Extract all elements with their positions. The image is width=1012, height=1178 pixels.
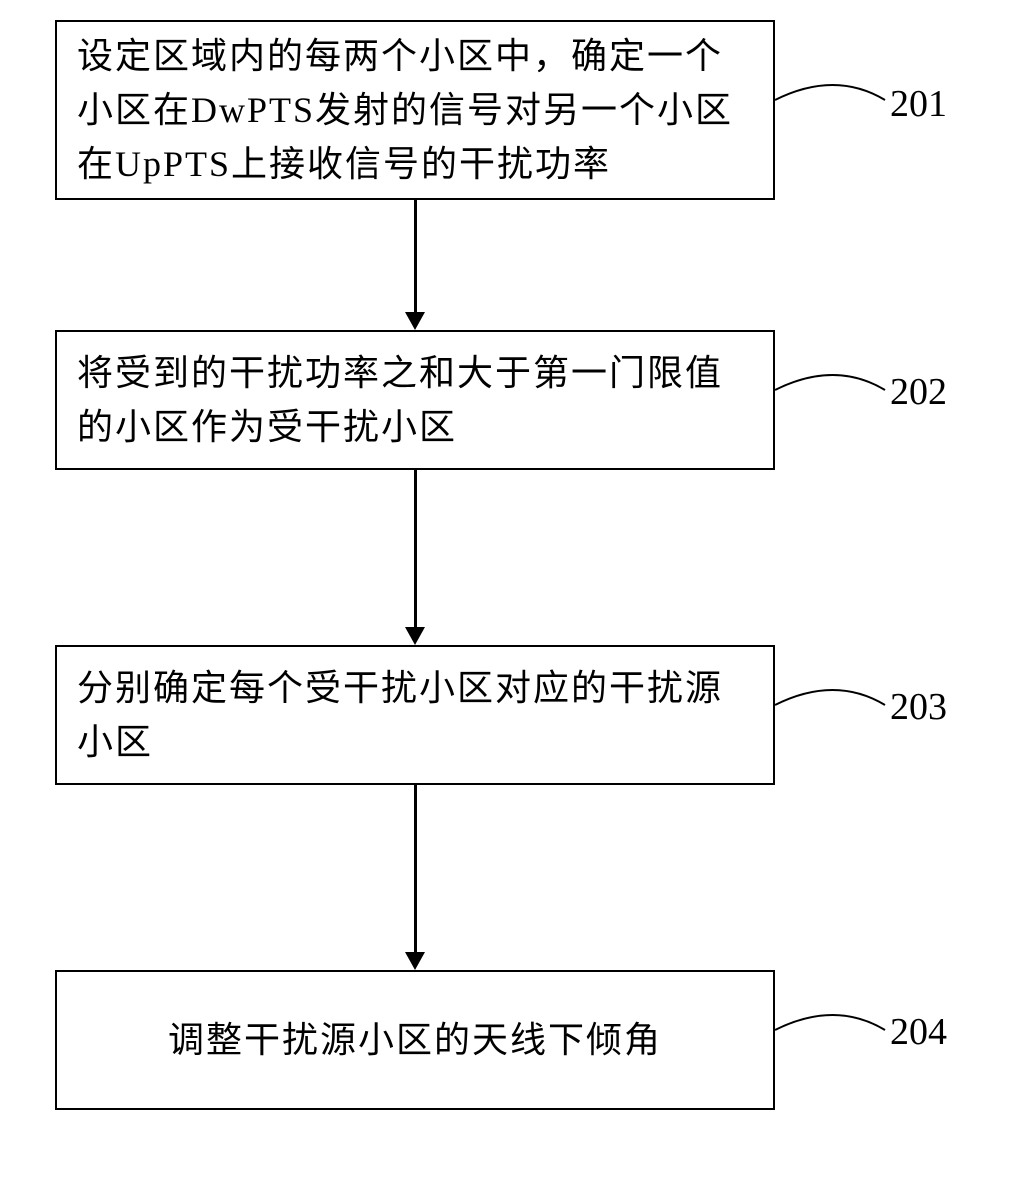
- node-text: 设定区域内的每两个小区中，确定一个小区在DwPTS发射的信号对另一个小区在UpP…: [77, 29, 753, 191]
- arrow-head-icon: [405, 952, 425, 970]
- flowchart-node-step4: 调整干扰源小区的天线下倾角: [55, 970, 775, 1110]
- node-text: 调整干扰源小区的天线下倾角: [168, 1013, 662, 1067]
- step-label: 203: [890, 685, 947, 729]
- step-label: 202: [890, 370, 947, 414]
- flowchart-node-step1: 设定区域内的每两个小区中，确定一个小区在DwPTS发射的信号对另一个小区在UpP…: [55, 20, 775, 200]
- arrow-line: [414, 200, 417, 312]
- arrow-line: [414, 470, 417, 627]
- flowchart-container: 设定区域内的每两个小区中，确定一个小区在DwPTS发射的信号对另一个小区在UpP…: [0, 0, 1012, 1178]
- flowchart-node-step2: 将受到的干扰功率之和大于第一门限值的小区作为受干扰小区: [55, 330, 775, 470]
- step-label: 201: [890, 82, 947, 126]
- node-text: 分别确定每个受干扰小区对应的干扰源小区: [77, 661, 753, 769]
- step-label: 204: [890, 1010, 947, 1054]
- arrow-head-icon: [405, 312, 425, 330]
- flowchart-node-step3: 分别确定每个受干扰小区对应的干扰源小区: [55, 645, 775, 785]
- node-text: 将受到的干扰功率之和大于第一门限值的小区作为受干扰小区: [77, 346, 753, 454]
- arrow-head-icon: [405, 627, 425, 645]
- arrow-line: [414, 785, 417, 952]
